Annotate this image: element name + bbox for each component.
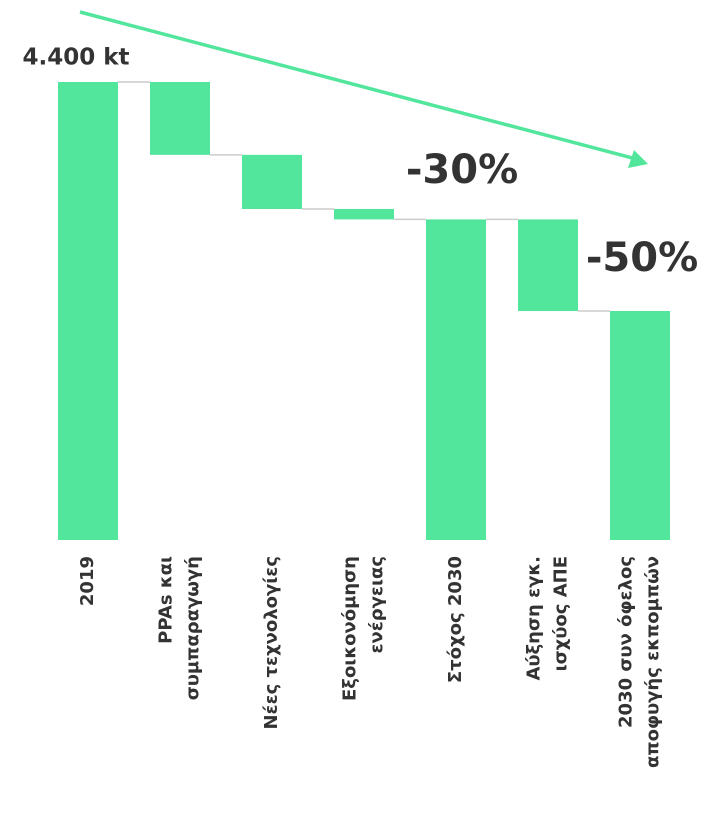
x-tick-label: ενέργειας xyxy=(367,556,388,654)
trend-arrow xyxy=(79,10,641,162)
bar xyxy=(334,208,394,220)
x-tick-label: 2019 xyxy=(77,556,98,606)
value-label: 4.400 kt xyxy=(22,45,129,71)
annotation: -30% xyxy=(406,147,518,193)
bar xyxy=(242,154,302,209)
annotation: -50% xyxy=(586,235,698,281)
bar xyxy=(610,311,670,540)
x-tick-label: Στόχος 2030 xyxy=(445,556,466,683)
bar xyxy=(58,82,118,540)
x-tick-label: Νέες τεχνολογίες xyxy=(261,556,282,730)
x-tick-label: Αύξηση εγκ. xyxy=(524,556,545,681)
x-tick-label: αποφυγής εκπομπών xyxy=(643,556,664,768)
bar xyxy=(150,82,210,155)
x-tick-label: Εξοικονόμηση xyxy=(340,556,361,701)
x-tick-label: συμπαραγωγή xyxy=(183,556,204,700)
trend-arrow-head xyxy=(628,150,648,168)
x-tick-label: PPAs και xyxy=(156,556,177,644)
x-tick-label: 2030 συν όφελος xyxy=(616,556,637,728)
bar xyxy=(426,219,486,540)
bar xyxy=(518,219,578,311)
x-tick-label: ισχύος ΑΠΕ xyxy=(551,556,572,671)
